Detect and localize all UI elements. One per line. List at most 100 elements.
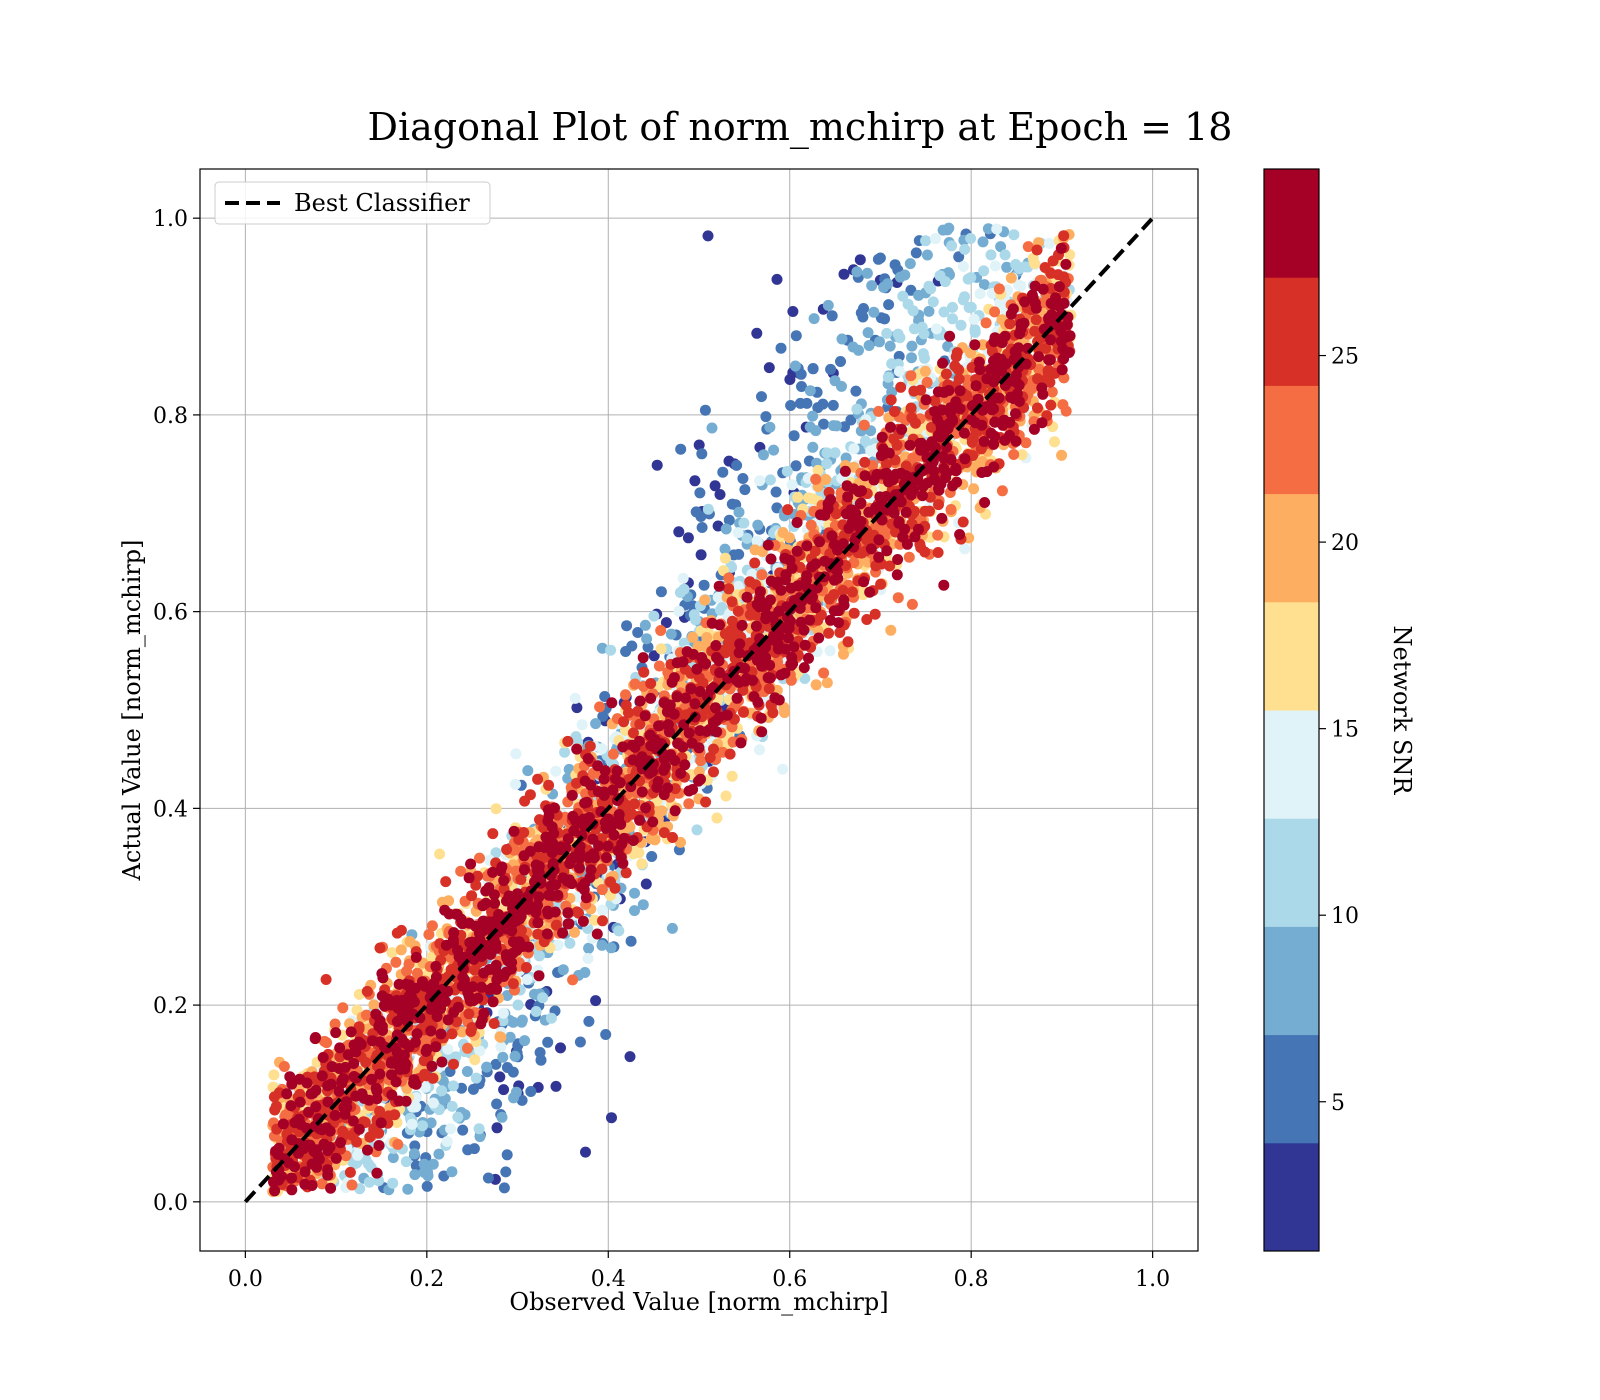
scatter-point	[1058, 271, 1070, 283]
scatter-point	[733, 506, 745, 518]
scatter-point	[957, 261, 969, 272]
scatter-point	[807, 441, 819, 453]
scatter-point	[555, 1042, 566, 1054]
scatter-point	[675, 836, 686, 848]
scatter-point	[1008, 449, 1020, 460]
scatter-point	[637, 899, 649, 911]
scatter-point	[600, 1029, 612, 1040]
scatter-point	[491, 1098, 503, 1110]
scatter-point	[932, 547, 944, 558]
scatter-point	[751, 535, 763, 547]
scatter-point	[580, 1146, 591, 1158]
scatter-point	[645, 833, 657, 845]
scatter-point	[268, 1091, 280, 1103]
scatter-point	[620, 689, 631, 701]
scatter-point	[404, 936, 416, 947]
scatter-point	[446, 1166, 458, 1178]
scatter-point	[950, 351, 962, 363]
scatter-point	[447, 1080, 459, 1092]
scatter-point	[947, 313, 958, 325]
scatter-point	[605, 644, 617, 656]
scatter-point	[696, 448, 708, 460]
scatter-point	[838, 268, 850, 280]
scatter-point	[738, 517, 750, 529]
scatter-point	[1032, 402, 1043, 414]
scatter-point	[625, 935, 637, 947]
scatter-point	[885, 394, 897, 406]
scatter-point	[498, 1182, 510, 1194]
scatter-point	[406, 1118, 418, 1130]
scatter-point	[1020, 437, 1032, 449]
scatter-point	[857, 311, 869, 323]
scatter-point	[835, 356, 846, 367]
scatter-point	[836, 333, 848, 345]
scatter-point	[688, 609, 700, 621]
scatter-point	[838, 648, 849, 660]
scatter-point	[532, 928, 544, 940]
scatter-point	[723, 583, 735, 595]
scatter-point	[570, 731, 582, 743]
scatter-point	[607, 748, 619, 760]
scatter-point	[491, 1122, 503, 1134]
scatter-point	[695, 755, 707, 767]
scatter-point	[682, 532, 694, 544]
scatter-point	[696, 522, 708, 533]
scatter-point	[782, 504, 794, 516]
scatter-point	[597, 915, 608, 927]
scatter-point	[916, 321, 928, 333]
scatter-point	[494, 1031, 506, 1043]
scatter-point	[875, 312, 887, 324]
scatter-point	[850, 385, 862, 397]
scatter-point	[711, 812, 723, 824]
scatter-point	[758, 449, 769, 461]
scatter-point	[810, 679, 822, 691]
scatter-point	[408, 1148, 420, 1160]
scatter-point	[440, 876, 452, 888]
scatter-point	[1001, 261, 1013, 273]
scatter-point	[646, 851, 658, 862]
scatter-point	[938, 306, 950, 318]
scatter-point	[937, 224, 949, 236]
scatter-point	[947, 301, 958, 313]
scatter-point	[446, 1100, 458, 1112]
scatter-point	[510, 778, 521, 790]
scatter-point	[790, 330, 802, 342]
scatter-point	[666, 922, 678, 934]
scatter-point	[1026, 383, 1038, 395]
scatter-point	[804, 421, 816, 433]
scatter-point	[873, 405, 885, 417]
scatter-point	[733, 548, 745, 560]
scatter-point	[770, 486, 782, 498]
scatter-point	[337, 1002, 349, 1014]
scatter-point	[756, 391, 767, 403]
scatter-point	[423, 929, 435, 940]
scatter-point	[771, 273, 783, 285]
scatter-point	[1043, 237, 1055, 249]
scatter-point	[851, 266, 863, 278]
scatter-point	[519, 1035, 531, 1047]
scatter-point	[402, 1183, 414, 1195]
scatter-point	[754, 744, 765, 756]
scatter-point	[906, 352, 917, 364]
scatter-point	[709, 480, 721, 492]
scatter-point	[605, 942, 617, 954]
scatter-point	[847, 341, 859, 353]
scatter-point	[968, 483, 980, 495]
scatter-point	[818, 667, 830, 679]
scatter-point	[648, 650, 660, 662]
scatter-point	[891, 439, 903, 451]
scatter-point	[512, 999, 524, 1011]
scatter-point	[576, 719, 588, 731]
scatter-point	[675, 443, 687, 455]
scatter-point	[543, 779, 555, 791]
scatter-point	[978, 265, 990, 277]
scatter-point	[368, 999, 380, 1011]
scatter-point	[812, 402, 824, 414]
scatter-point	[392, 1138, 404, 1150]
scatter-point	[594, 701, 606, 713]
scatter-point	[651, 459, 663, 471]
scatter-point	[488, 1018, 500, 1029]
chart-title: Diagonal Plot of norm_mchirp at Epoch = …	[368, 105, 1233, 150]
scatter-point	[596, 743, 608, 755]
scatter-point	[946, 240, 958, 252]
